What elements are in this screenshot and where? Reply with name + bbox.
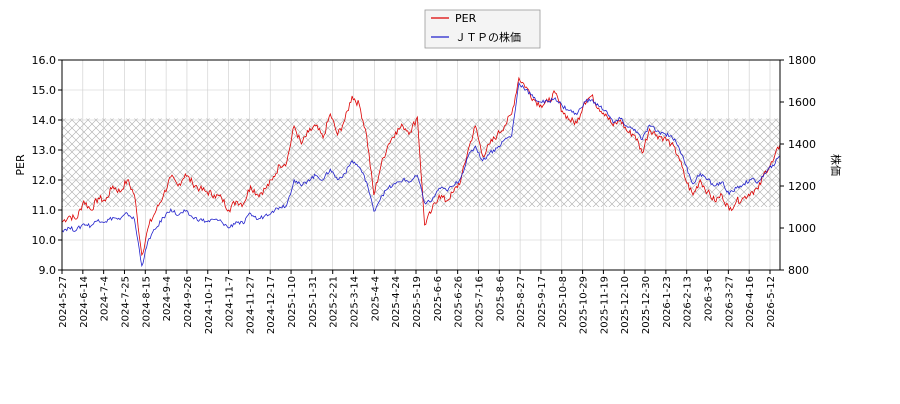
series-line-per [62,76,780,257]
left-tick-label: 13.0 [32,144,57,157]
x-tick-label: 2024-8-15 [141,276,152,328]
x-tick-label: 2024-11-7 [225,276,236,328]
right-tick-label: 1000 [788,222,816,235]
x-tick-label: 2025-10-29 [579,276,590,334]
x-tick-label: 2025-8-6 [495,276,506,321]
x-tick-label: 2025-1-31 [308,276,319,328]
x-tick-label: 2025-6-26 [454,276,465,328]
series-group [62,76,780,268]
y-axis-label-left: PER [14,154,27,176]
x-tick-label: 2024-9-26 [183,276,194,328]
legend: PER ＪＴＰの株価 [424,9,541,49]
left-tick-label: 9.0 [39,264,57,277]
left-tick-label: 12.0 [32,174,57,187]
left-tick-label: 16.0 [32,54,57,67]
x-tick-label: 2025-4-24 [391,276,402,328]
x-tick-label: 2025-6-6 [433,276,444,321]
left-tick-label: 10.0 [32,234,57,247]
left-tick-label: 14.0 [32,114,57,127]
legend-box [424,9,541,49]
x-tick-label: 2025-7-16 [474,276,485,328]
x-tick-label: 2024-11-27 [245,276,256,334]
x-tick-label: 2024-10-17 [204,276,215,334]
legend-label-per: PER [455,12,477,25]
x-tick-label: 2025-4-4 [370,276,381,321]
x-tick-label: 2024-5-27 [58,276,69,328]
right-axis: 800 1000 1200 1400 1600 1800 [780,54,816,277]
x-axis: 2024-5-27 2024-6-14 2024-7-4 2024-7-25 2024-… [58,270,777,334]
y-axis-label-right: 株価 [829,154,843,176]
right-tick-label: 1400 [788,138,816,151]
x-tick-label: 2026-3-27 [724,276,735,328]
legend-label-price: ＪＴＰの株価 [455,30,521,44]
x-tick-label: 2026-5-12 [766,276,777,328]
plot-frame [61,59,781,271]
x-tick-label: 2024-7-4 [100,276,111,321]
right-tick-label: 1600 [788,96,816,109]
x-tick-label: 2025-5-19 [412,276,423,328]
x-tick-label: 2025-11-19 [599,276,610,334]
right-tick-label: 1800 [788,54,816,67]
x-tick-label: 2025-3-14 [350,276,361,328]
x-tick-label: 2026-2-13 [683,276,694,328]
x-tick-label: 2024-9-4 [162,276,173,321]
x-tick-label: 2025-12-10 [620,276,631,334]
x-tick-label: 2026-4-16 [745,276,756,328]
x-tick-label: 2025-2-21 [329,276,340,328]
x-tick-label: 2026-1-23 [662,276,673,328]
left-axis: 9.0 10.0 11.0 12.0 13.0 14.0 15.0 16.0 [32,54,62,277]
x-tick-label: 2026-3-6 [704,276,715,321]
left-tick-label: 11.0 [32,204,57,217]
x-tick-label: 2024-6-14 [79,276,90,328]
x-tick-label: 2025-1-10 [287,276,298,328]
series-line-price [62,81,780,268]
x-tick-label: 2025-8-27 [516,276,527,328]
x-tick-label: 2024-7-25 [120,276,131,328]
x-tick-label: 2025-12-30 [641,276,652,334]
right-tick-label: 1200 [788,180,816,193]
left-tick-label: 15.0 [32,84,57,97]
x-tick-label: 2025-9-17 [537,276,548,328]
shaded-band [62,118,780,207]
right-tick-label: 800 [788,264,809,277]
x-tick-label: 2025-10-8 [558,276,569,328]
x-tick-label: 2024-12-17 [266,276,277,334]
